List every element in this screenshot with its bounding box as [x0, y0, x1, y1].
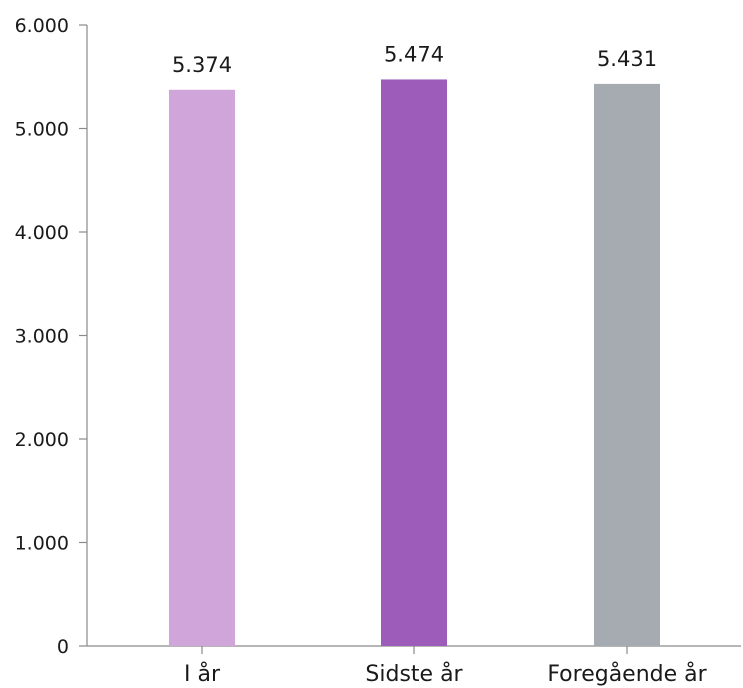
x-axis: I år Sidste år Foregående år	[87, 645, 741, 687]
y-tick-label: 3.000	[15, 326, 69, 348]
y-tick-label: 0	[57, 636, 69, 658]
y-tick-label: 6.000	[15, 15, 69, 37]
bar	[594, 83, 660, 647]
y-tick-label: 1.000	[15, 533, 69, 555]
bars	[169, 79, 660, 647]
x-tick-label: I år	[184, 661, 221, 687]
bar-value-label: 5.431	[597, 47, 657, 71]
y-tick-label: 4.000	[15, 222, 69, 244]
x-tick-label: Sidste år	[365, 661, 463, 687]
bar	[381, 79, 447, 647]
bar-value-label: 5.474	[384, 42, 444, 66]
y-tick-label: 2.000	[15, 429, 69, 451]
bar-value-label: 5.374	[172, 53, 232, 77]
x-tick-label: Foregående år	[547, 661, 707, 687]
y-axis: 0 1.000 2.000 3.000 4.000 5.000 6.000	[15, 15, 88, 658]
y-tick-label: 5.000	[15, 119, 69, 141]
bar	[169, 89, 235, 646]
value-labels: 5.374 5.474 5.431	[172, 42, 657, 76]
